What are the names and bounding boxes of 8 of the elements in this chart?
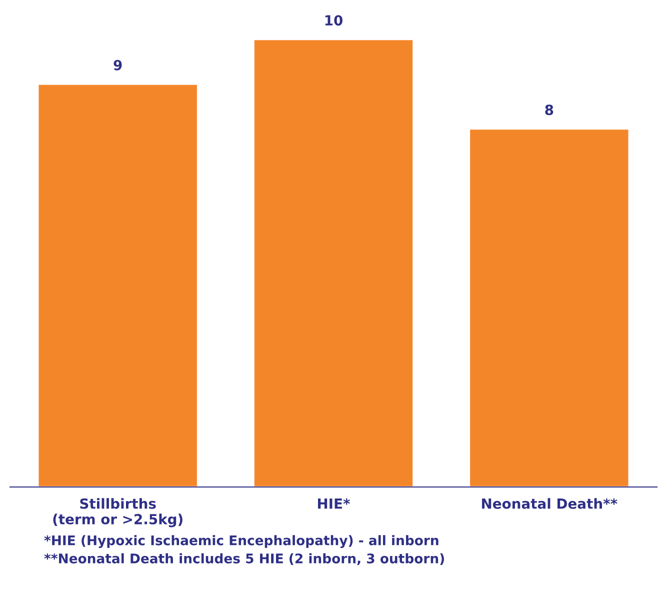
x-tick-label: Neonatal Death** (482, 498, 618, 509)
data-label: 9 (114, 60, 122, 70)
text: *HIE (Hypoxic Ischaemic Encephalopathy) - all inborn (44, 535, 438, 548)
x-tick-label: HIE* (318, 498, 350, 509)
text: **Neonatal Death includes 5 HIE (2 inborn, 3 outborn) (44, 553, 444, 566)
x-tick-label: Stillbirths (term or >2.5kg) (53, 498, 182, 528)
data-label: 10 (325, 15, 342, 26)
data-label: 8 (545, 104, 554, 116)
